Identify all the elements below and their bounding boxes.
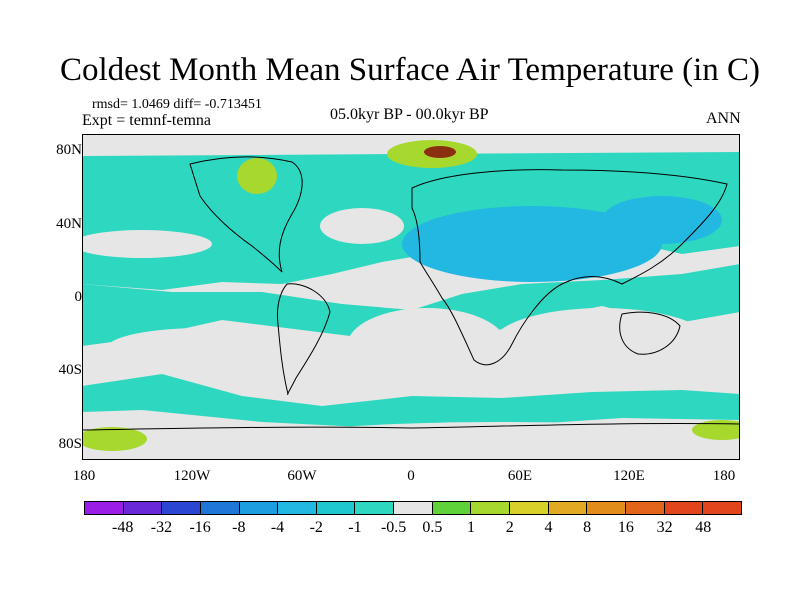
antarctica-coast xyxy=(82,422,740,431)
lon-label-0: 0 xyxy=(407,468,415,484)
period-label: 05.0kyr BP - 00.0kyr BP xyxy=(330,106,489,123)
strong-cooling-regions xyxy=(402,196,722,282)
colorbar-label: 48 xyxy=(695,519,712,536)
tropical-band xyxy=(82,264,740,346)
stats-label: rmsd= 1.0469 diff= -0.713451 xyxy=(92,97,262,112)
colorbar-swatch-16 xyxy=(703,501,742,515)
lon-label-180-east: 180 xyxy=(712,468,736,484)
lon-label-180-west: 180 xyxy=(72,468,96,484)
colorbar-label: 16 xyxy=(617,519,634,536)
colorbar-swatch-12 xyxy=(548,501,588,515)
southern-ocean-band xyxy=(82,374,740,428)
colorbar-label: -16 xyxy=(189,519,211,536)
indian-ocean-neutral xyxy=(492,308,712,380)
colorbar-label: 8 xyxy=(583,519,592,536)
lat-label-40s: 40S xyxy=(58,362,82,378)
experiment-label: Expt = temnf-temna xyxy=(82,112,211,129)
strong-warming-regions xyxy=(424,146,456,158)
chart-title: Coldest Month Mean Surface Air Temperatu… xyxy=(60,52,760,88)
colorbar-swatch-8 xyxy=(394,501,433,515)
eurasia-africa-coast xyxy=(411,169,728,366)
colorbar-swatch-10 xyxy=(471,501,511,515)
colorbar-swatch-0 xyxy=(84,501,124,515)
colorbar-label: 1 xyxy=(467,519,476,536)
colorbar-swatch-7 xyxy=(355,501,395,515)
canada-warming xyxy=(237,158,277,194)
north-pacific-neutral xyxy=(82,230,212,258)
colorbar-swatch-2 xyxy=(162,501,201,515)
colorbar-swatch-13 xyxy=(587,501,626,515)
colorbar-label: 0.5 xyxy=(422,519,443,536)
antarctic-warming-east xyxy=(692,420,740,440)
temperature-difference-map xyxy=(82,134,740,460)
colorbar-swatch-15 xyxy=(664,501,704,515)
season-label: ANN xyxy=(706,110,741,127)
neutral-regions xyxy=(82,208,722,454)
colorbar-swatch-14 xyxy=(625,501,665,515)
colorbar-label: -0.5 xyxy=(380,519,407,536)
lat-label-40n: 40N xyxy=(56,216,82,232)
coastlines xyxy=(82,156,740,431)
colorbar-swatch-9 xyxy=(432,501,472,515)
warming-regions xyxy=(82,140,740,451)
colorbar-label: 4 xyxy=(544,519,553,536)
antarctic-neutral xyxy=(282,422,722,454)
colorbar-swatch-5 xyxy=(278,501,317,515)
south-atlantic-neutral xyxy=(347,308,507,384)
north-america-coast xyxy=(189,156,303,273)
lat-label-80n: 80N xyxy=(56,142,82,158)
colorbar-label: -8 xyxy=(232,519,246,536)
lon-label-60e: 60E xyxy=(507,468,533,484)
colorbar xyxy=(84,501,742,515)
australia-coast xyxy=(619,311,681,355)
colorbar-swatch-3 xyxy=(200,501,240,515)
lon-label-60w: 60W xyxy=(287,468,317,484)
lat-label-80s: 80S xyxy=(58,436,82,452)
colorbar-swatch-1 xyxy=(123,501,163,515)
colorbar-swatch-11 xyxy=(510,501,549,515)
antarctic-warming-west xyxy=(82,427,147,451)
colorbar-swatch-4 xyxy=(239,501,279,515)
colorbar-label: -4 xyxy=(270,519,285,536)
north-atlantic-neutral xyxy=(320,208,404,244)
asia-cooling xyxy=(402,206,662,282)
map-frame xyxy=(82,134,740,460)
pacific-cooling xyxy=(602,196,722,244)
colorbar-label: -32 xyxy=(150,519,173,536)
lon-label-120w: 120W xyxy=(173,468,211,484)
greenland-hotspot xyxy=(424,146,456,158)
colorbar-label: 2 xyxy=(505,519,514,536)
colorbar-label: -48 xyxy=(112,519,134,536)
colorbar-label: -2 xyxy=(309,519,323,536)
south-pacific-neutral xyxy=(107,328,297,368)
lat-label-0: 0 xyxy=(74,289,83,305)
lon-label-120e: 120E xyxy=(613,468,645,484)
colorbar-swatch-6 xyxy=(316,501,356,515)
south-america-coast xyxy=(277,283,331,395)
colorbar-label: -1 xyxy=(348,519,362,536)
colorbar-label: 32 xyxy=(656,519,673,536)
